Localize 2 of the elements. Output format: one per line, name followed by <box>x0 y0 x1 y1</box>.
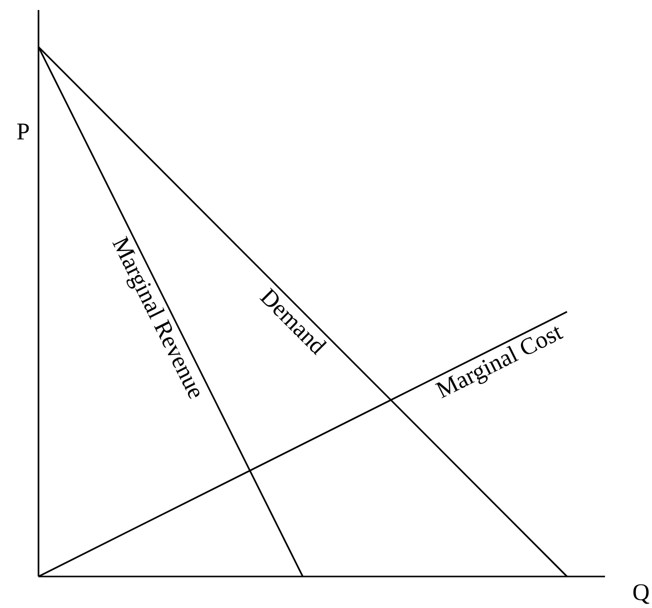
x-axis-title: Q <box>633 584 650 604</box>
y-axis-title: P <box>17 124 29 140</box>
